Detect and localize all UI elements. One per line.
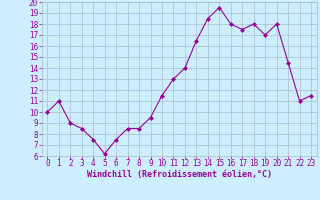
X-axis label: Windchill (Refroidissement éolien,°C): Windchill (Refroidissement éolien,°C)	[87, 170, 272, 179]
